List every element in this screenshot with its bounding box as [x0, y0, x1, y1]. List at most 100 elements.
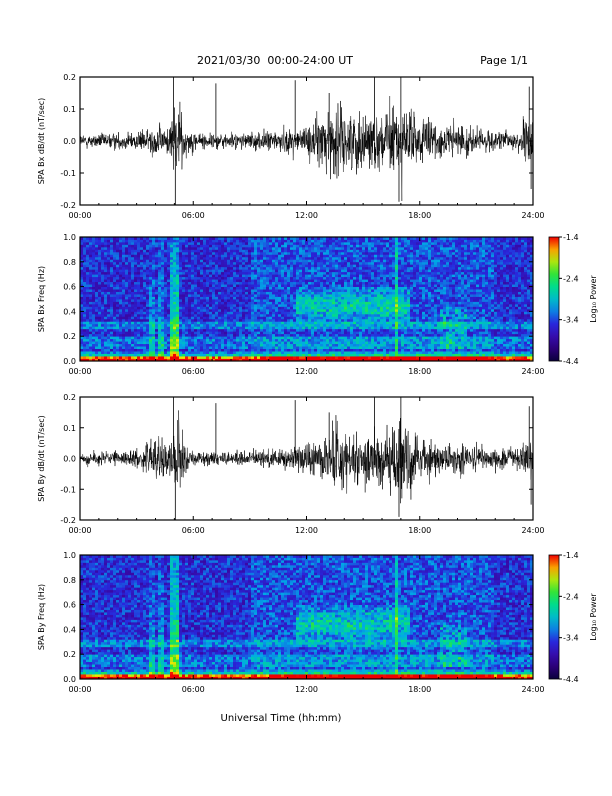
spectrogram-cell	[188, 252, 191, 255]
spectrogram-cell	[146, 341, 149, 344]
spectrogram-cell	[287, 279, 290, 282]
spectrogram-cell	[320, 301, 323, 304]
spectrogram-cell	[116, 349, 119, 352]
spectrogram-cell	[173, 257, 176, 260]
spectrogram-cell	[227, 304, 230, 307]
spectrogram-cell	[170, 247, 173, 250]
spectrogram-cell	[338, 289, 341, 292]
spectrogram-cell	[122, 267, 125, 270]
spectrogram-cell	[308, 349, 311, 352]
spectrogram-cell	[245, 254, 248, 257]
spectrogram-cell	[107, 239, 110, 242]
spectrogram-cell	[134, 262, 137, 265]
spectrogram-cell	[356, 311, 359, 314]
spectrogram-cell	[308, 311, 311, 314]
spectrogram-cell	[332, 284, 335, 287]
spectrogram-cell	[161, 339, 164, 342]
spectrogram-cell	[332, 314, 335, 317]
spectrogram-cell	[275, 279, 278, 282]
spectrogram-cell	[242, 289, 245, 292]
spectrogram-cell	[209, 274, 212, 277]
spectrogram-cell	[296, 277, 299, 280]
spectrogram-cell	[269, 259, 272, 262]
spectrogram-cell	[362, 292, 365, 295]
spectrogram-cell	[305, 331, 308, 334]
spectrogram-cell	[164, 326, 167, 329]
spectrogram-cell	[131, 284, 134, 287]
spectrogram-cell	[290, 344, 293, 347]
spectrogram-cell	[176, 254, 179, 257]
spectrogram-cell	[317, 252, 320, 255]
spectrogram-cell	[167, 344, 170, 347]
spectrogram-cell	[185, 259, 188, 262]
spectrogram-cell	[305, 294, 308, 297]
spectrogram-cell	[335, 252, 338, 255]
spectrogram-cell	[356, 349, 359, 352]
spectrogram-cell	[221, 321, 224, 324]
spectrogram-cell	[335, 314, 338, 317]
spectrogram-cell	[200, 267, 203, 270]
spectrogram-cell	[125, 306, 128, 309]
spectrogram-cell	[314, 289, 317, 292]
spectrogram-cell	[95, 297, 98, 300]
spectrogram-cell	[257, 259, 260, 262]
spectrogram-cell	[242, 269, 245, 272]
spectrogram-cell	[125, 354, 128, 357]
spectrogram-cell	[188, 289, 191, 292]
spectrogram-cell	[164, 279, 167, 282]
spectrogram-cell	[203, 316, 206, 319]
spectrogram-cell	[92, 334, 95, 337]
spectrogram-cell	[173, 351, 176, 354]
spectrogram-cell	[329, 294, 332, 297]
spectrogram-cell	[317, 301, 320, 304]
spectrogram-cell	[269, 321, 272, 324]
spectrogram-cell	[299, 264, 302, 267]
spectrogram-cell	[365, 279, 368, 282]
spectrogram-cell	[203, 319, 206, 322]
spectrogram-cell	[116, 279, 119, 282]
spectrogram-cell	[92, 331, 95, 334]
spectrogram-cell	[170, 319, 173, 322]
spectrogram-cell	[125, 249, 128, 252]
spectrogram-cell	[86, 292, 89, 295]
spectrogram-cell	[146, 249, 149, 252]
spectrogram-cell	[218, 279, 221, 282]
spectrogram-cell	[185, 252, 188, 255]
spectrogram-cell	[374, 297, 377, 300]
spectrogram-cell	[248, 244, 251, 247]
spectrogram-cell	[131, 331, 134, 334]
spectrogram-cell	[116, 277, 119, 280]
spectrogram-cell	[95, 331, 98, 334]
spectrogram-cell	[140, 297, 143, 300]
spectrogram-cell	[365, 277, 368, 280]
spectrogram-cell	[215, 321, 218, 324]
spectrogram-cell	[371, 264, 374, 267]
spectrogram-cell	[347, 247, 350, 250]
spectrogram-cell	[95, 279, 98, 282]
spectrogram-cell	[203, 344, 206, 347]
spectrogram-cell	[251, 242, 254, 245]
spectrogram-cell	[251, 274, 254, 277]
spectrogram-cell	[206, 262, 209, 265]
spectrogram-cell	[107, 262, 110, 265]
spectrogram-cell	[215, 354, 218, 357]
spectrogram-cell	[140, 289, 143, 292]
spectrogram-cell	[149, 279, 152, 282]
spectrogram-cell	[194, 299, 197, 302]
spectrogram-cell	[257, 289, 260, 292]
spectrogram-cell	[263, 284, 266, 287]
spectrogram-cell	[98, 309, 101, 312]
spectrogram-cell	[140, 292, 143, 295]
spectrogram-cell	[158, 272, 161, 275]
spectrogram-cell	[155, 319, 158, 322]
spectrogram-cell	[125, 351, 128, 354]
spectrogram-cell	[215, 344, 218, 347]
spectrogram-cell	[185, 349, 188, 352]
spectrogram-cell	[338, 242, 341, 245]
spectrogram-cell	[119, 269, 122, 272]
spectrogram-cell	[254, 269, 257, 272]
spectrogram-cell	[188, 259, 191, 262]
spectrogram-cell	[356, 274, 359, 277]
spectrogram-cell	[251, 244, 254, 247]
spectrogram-cell	[191, 336, 194, 339]
